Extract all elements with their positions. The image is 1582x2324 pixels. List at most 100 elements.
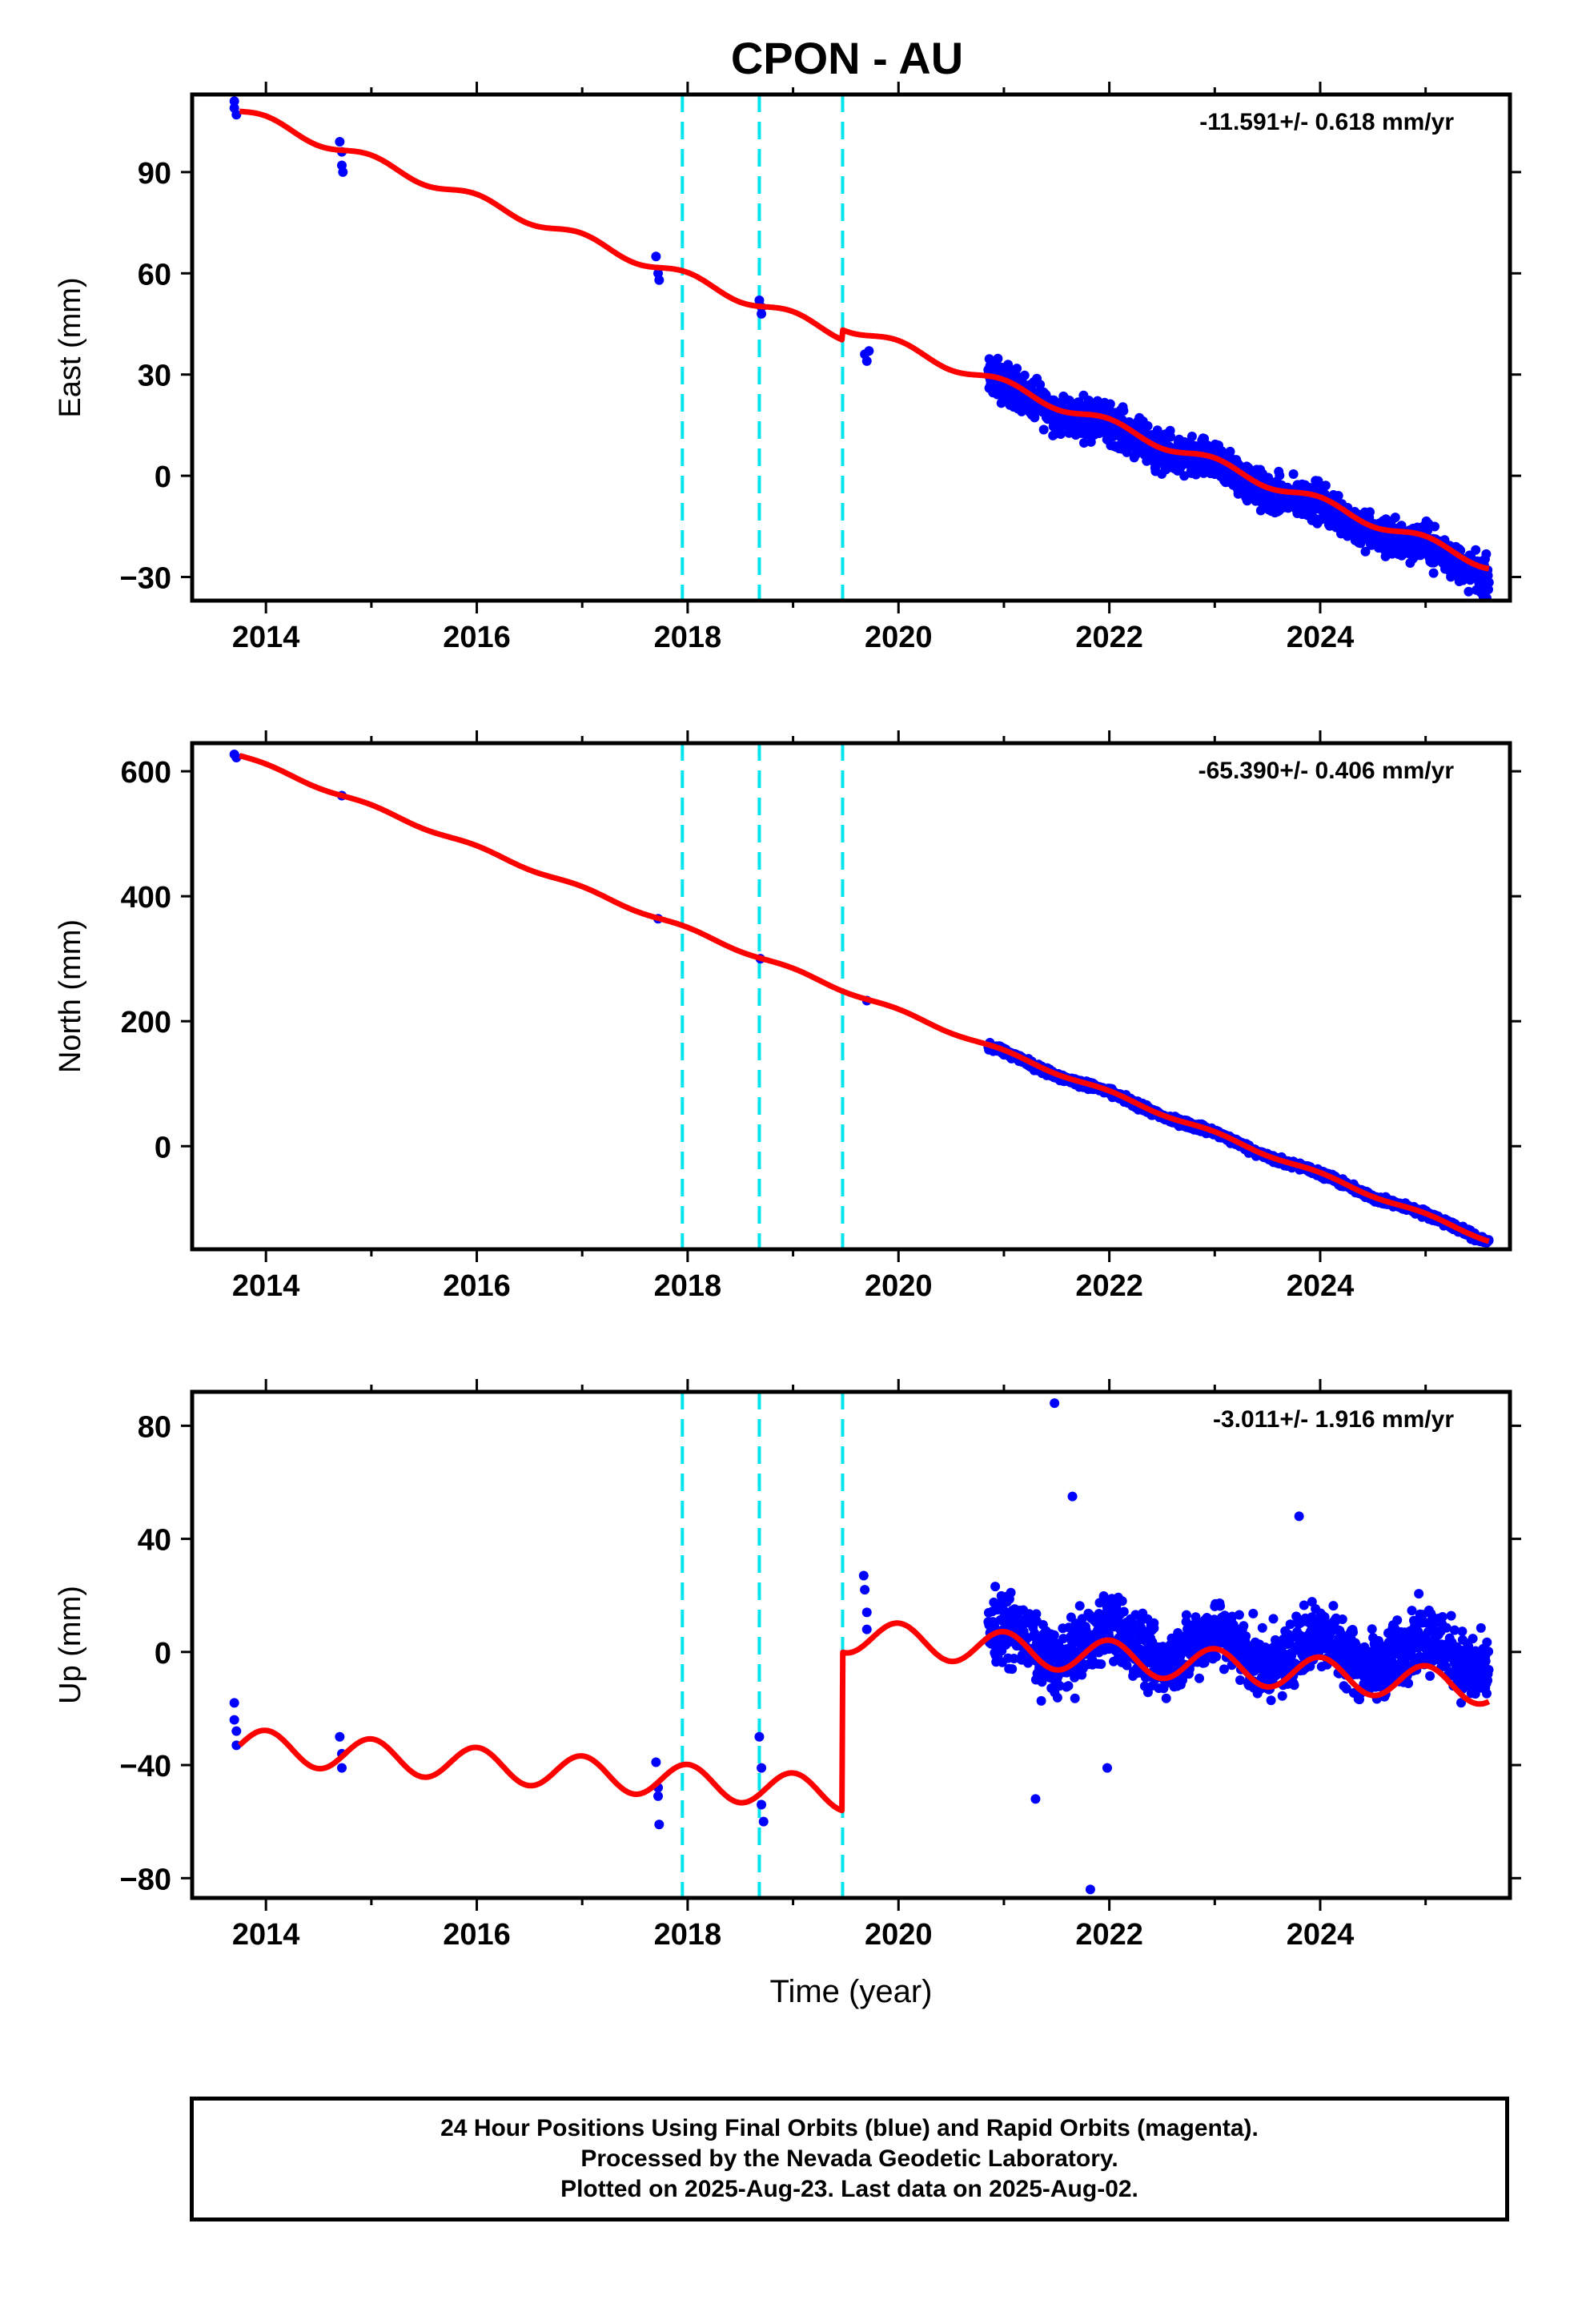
data-point [1049, 1630, 1059, 1640]
model-curve [237, 108, 1491, 572]
data-point [1390, 513, 1400, 523]
x-tick-label: 2014 [232, 621, 300, 654]
footer-line-1: 24 Hour Positions Using Final Orbits (bl… [440, 2115, 1259, 2141]
data-point [1211, 1651, 1222, 1662]
x-tick-label: 2022 [1075, 621, 1143, 654]
data-point [861, 1624, 872, 1634]
plot-area [229, 94, 1494, 601]
data-point [1118, 1606, 1129, 1617]
data-point [1468, 1634, 1478, 1644]
y-tick-label: 600 [121, 756, 171, 790]
data-point [651, 1757, 661, 1767]
x-tick-label: 2022 [1075, 1269, 1143, 1303]
data-point [1392, 1615, 1403, 1626]
y-tick-label: −40 [120, 1750, 171, 1783]
data-point [1035, 380, 1046, 390]
data-point [1096, 1659, 1106, 1669]
data-point [1181, 1610, 1191, 1620]
data-point [1476, 1622, 1486, 1633]
model-curve [237, 753, 1491, 1244]
y-tick-label: 80 [138, 1410, 171, 1444]
y-tick-label: 90 [138, 157, 171, 191]
data-point [1186, 432, 1197, 441]
data-point [1085, 1884, 1095, 1895]
data-point [1275, 470, 1285, 480]
data-point [653, 1791, 664, 1801]
data-point [1055, 429, 1066, 439]
data-point [861, 1607, 872, 1618]
data-point [1118, 405, 1129, 416]
data-point [1407, 1606, 1417, 1616]
data-point [1425, 1671, 1435, 1681]
y-tick-label: 0 [155, 1131, 171, 1164]
data-point [1036, 1695, 1046, 1706]
data-point [1266, 1695, 1276, 1706]
data-point [1012, 364, 1022, 374]
data-point [1239, 1621, 1249, 1631]
data-point [1038, 424, 1049, 435]
data-point [1149, 1623, 1159, 1634]
data-point [1195, 1673, 1204, 1683]
x-tick-label: 2024 [1287, 621, 1355, 654]
x-tick-label: 2020 [865, 1918, 933, 1952]
y-axis-label: North (mm) [54, 919, 87, 1073]
panel-2: 2014 2016 2018 2020 2022 20240200400600North … [54, 730, 1521, 1303]
data-point [1430, 521, 1439, 532]
data-point [335, 136, 345, 147]
data-point [654, 1819, 665, 1830]
data-point [1396, 521, 1407, 531]
data-point [231, 1726, 242, 1736]
data-point [757, 308, 767, 319]
y-tick-label: 0 [155, 460, 171, 494]
data-point [1484, 577, 1494, 588]
data-point [336, 1763, 347, 1773]
data-point [1007, 1664, 1018, 1675]
y-tick-label: −30 [120, 562, 171, 596]
plot-frame [190, 92, 1512, 603]
x-tick-label: 2016 [443, 1269, 511, 1303]
x-tick-label: 2018 [654, 621, 722, 654]
data-point [1117, 1596, 1127, 1606]
data-point [1437, 1612, 1447, 1622]
data-point [229, 1698, 239, 1708]
data-point [1074, 1601, 1085, 1611]
data-point [757, 1799, 767, 1810]
y-tick-label: 200 [121, 1006, 171, 1039]
data-point [1481, 549, 1492, 559]
data-point [1484, 1647, 1494, 1657]
data-point [858, 1570, 869, 1581]
data-point [229, 96, 239, 107]
y-tick-label: 40 [138, 1524, 171, 1558]
data-point [229, 1715, 239, 1725]
data-point [758, 1816, 769, 1827]
data-point [993, 353, 1003, 364]
x-tick-label: 2018 [654, 1269, 722, 1303]
y-tick-label: 400 [121, 881, 171, 915]
y-tick-label: 0 [155, 1637, 171, 1671]
data-point [1079, 438, 1089, 448]
data-point [1067, 1491, 1078, 1502]
x-axis-label: Time (year) [770, 1974, 933, 2009]
data-point [1234, 1610, 1244, 1620]
data-point [1105, 399, 1115, 409]
x-tick-label: 2020 [865, 621, 933, 654]
data-point [1367, 1624, 1377, 1634]
data-point [1019, 370, 1030, 380]
data-point [1365, 507, 1375, 517]
data-point [1446, 1610, 1456, 1621]
data-point [1086, 436, 1096, 447]
data-point [1288, 469, 1299, 479]
y-tick-label: 60 [138, 258, 171, 292]
data-point [1457, 1626, 1468, 1637]
y-axis-label: East (mm) [54, 277, 87, 417]
data-point [860, 1585, 870, 1595]
x-tick-label: 2020 [865, 1269, 933, 1303]
data-point [861, 356, 872, 366]
data-point [1484, 1665, 1494, 1675]
data-point [1414, 1589, 1424, 1599]
rate-label: -65.390+/- 0.406 mm/yr [1199, 758, 1455, 784]
data-point [1480, 1656, 1491, 1667]
data-point [1166, 432, 1176, 442]
rate-label: -3.011+/- 1.916 mm/yr [1213, 1406, 1454, 1433]
